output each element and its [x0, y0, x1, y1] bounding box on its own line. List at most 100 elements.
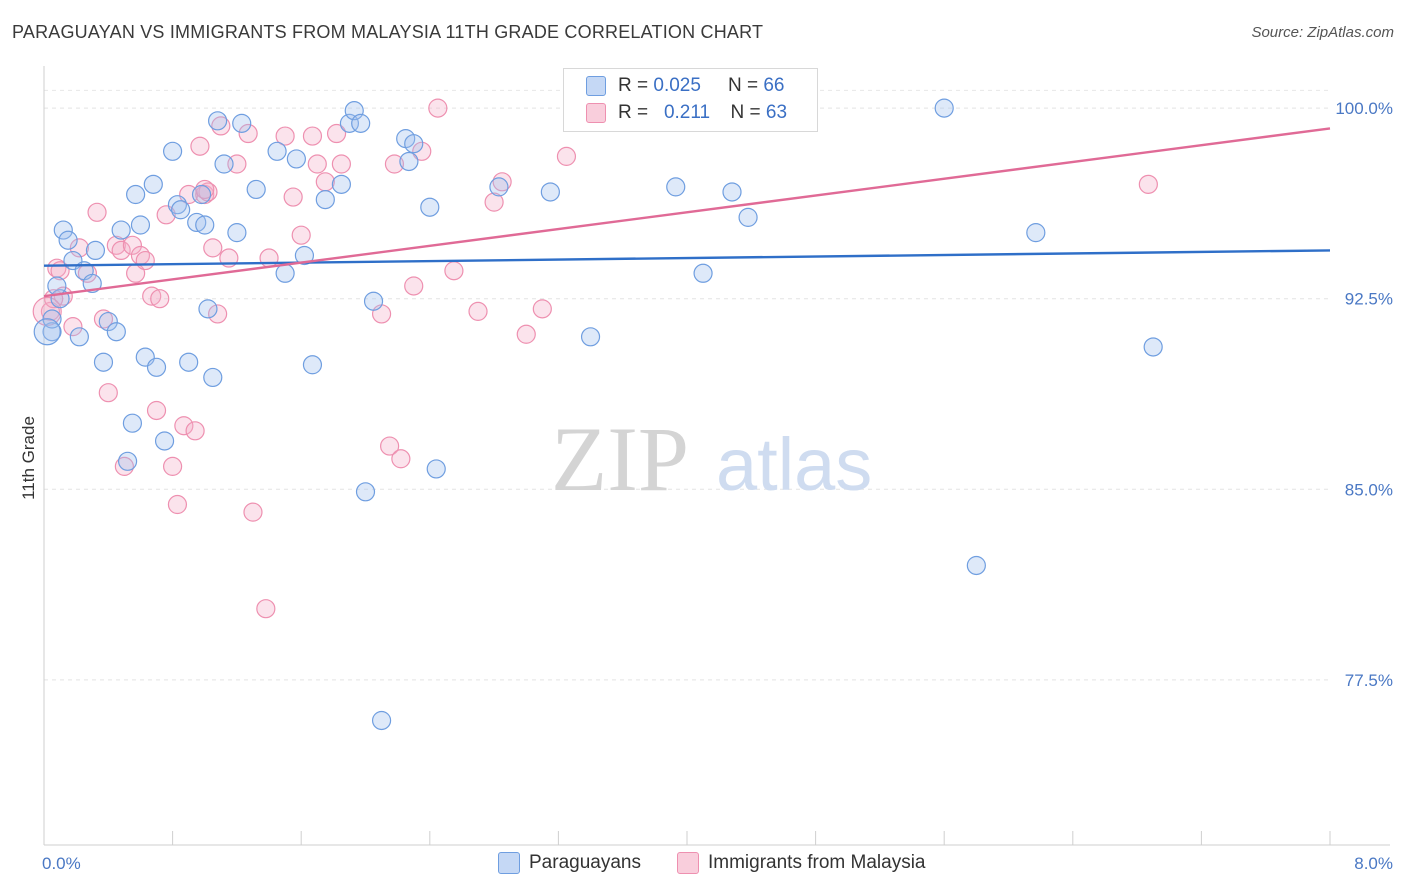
data-point [580, 327, 601, 347]
data-point [111, 240, 131, 261]
data-point [33, 318, 61, 346]
y-tick-labels: 77.5% 85.0% 92.5% 100.0% [1335, 99, 1393, 690]
data-point [1026, 223, 1046, 243]
data-point [315, 189, 335, 210]
chart-title: PARAGUAYAN VS IMMIGRANTS FROM MALAYSIA 1… [12, 22, 764, 42]
data-point [143, 174, 163, 194]
y-tick-label: 92.5% [1345, 290, 1393, 309]
data-point [154, 431, 175, 451]
data-point [232, 113, 252, 133]
data-point [351, 113, 371, 133]
x-tick-label: 8.0% [1354, 854, 1393, 873]
data-point [163, 141, 183, 161]
legend-swatch-blue [586, 75, 606, 96]
data-point [198, 299, 218, 319]
series-immigrants-from-malaysia [32, 98, 1158, 619]
legend-item-malaysia: Immigrants from Malaysia [677, 852, 926, 874]
data-point [275, 263, 295, 283]
data-point [966, 555, 986, 576]
legend-r-value: 0.211 [663, 102, 711, 123]
watermark-zip: ZIP [551, 408, 689, 510]
data-point [111, 220, 131, 240]
axes [43, 66, 1390, 846]
data-point [122, 235, 143, 255]
data-point [1143, 337, 1163, 357]
data-point [302, 126, 323, 146]
data-point [256, 599, 276, 619]
data-point [532, 299, 552, 319]
legend-n-label: N = [730, 102, 761, 123]
legend-n-value: 63 [765, 102, 788, 123]
data-point [214, 154, 234, 174]
data-point [404, 134, 424, 154]
data-point [934, 98, 954, 118]
data-point [355, 482, 376, 502]
data-point [150, 289, 170, 309]
source-label: Source: ZipAtlas.com [1251, 24, 1394, 41]
data-point [243, 502, 263, 522]
data-point [130, 215, 151, 235]
data-point [171, 200, 191, 220]
legend-swatch-pink [677, 852, 699, 874]
data-point [307, 154, 327, 174]
y-tick-label: 85.0% [1345, 480, 1393, 499]
legend-item-paraguayans: Paraguayans [498, 852, 641, 874]
data-point [666, 177, 686, 197]
data-point [208, 111, 228, 131]
data-point [85, 240, 106, 261]
legend-n-value: 66 [763, 75, 785, 96]
data-point [122, 413, 143, 433]
data-point [738, 207, 758, 227]
data-point [259, 248, 279, 268]
x-tick-labels: 0.0% 8.0% [42, 854, 1393, 873]
data-point [191, 184, 212, 205]
data-point [420, 197, 440, 217]
data-point [331, 174, 351, 194]
data-point [380, 436, 400, 456]
data-point [190, 136, 210, 156]
data-point [412, 141, 432, 161]
data-point [47, 276, 67, 296]
data-point [167, 195, 188, 215]
data-point [484, 192, 504, 212]
legend-r-value: 0.025 [653, 75, 701, 96]
data-point [426, 459, 446, 479]
data-point [238, 123, 258, 144]
data-point [203, 238, 223, 258]
data-point [185, 421, 205, 441]
legend-n-label: N = [727, 75, 759, 96]
data-point [126, 184, 146, 205]
data-point [489, 177, 509, 197]
data-point [227, 223, 247, 243]
data-point [195, 215, 215, 235]
data-point [40, 301, 61, 321]
data-point [58, 230, 78, 250]
legend-label: Paraguayans [529, 852, 641, 874]
data-point [211, 116, 231, 136]
data-point [399, 151, 419, 172]
data-point [275, 126, 295, 146]
data-point [371, 710, 392, 731]
data-point [428, 98, 448, 118]
data-point [267, 141, 287, 161]
trend-line-1 [43, 127, 1331, 298]
y-axis-label: 11th Grade [19, 416, 38, 500]
trend-line-0 [43, 249, 1331, 267]
data-point [302, 355, 323, 375]
data-point [556, 146, 577, 166]
watermark: ZIP atlas [551, 408, 872, 510]
trend-lines [43, 127, 1331, 298]
data-point [114, 456, 134, 476]
legend-r-label: R = [618, 102, 649, 123]
data-point [174, 416, 194, 436]
legend-row-paraguayans: R = 0.025 N = 66 [586, 75, 784, 101]
data-point [63, 317, 83, 337]
data-point [1138, 174, 1158, 194]
data-point [203, 367, 223, 388]
data-point [286, 149, 306, 169]
data-point [163, 456, 183, 476]
data-point [492, 172, 512, 192]
watermark-atlas: atlas [716, 423, 872, 506]
data-point [117, 451, 138, 471]
data-point [444, 261, 464, 281]
